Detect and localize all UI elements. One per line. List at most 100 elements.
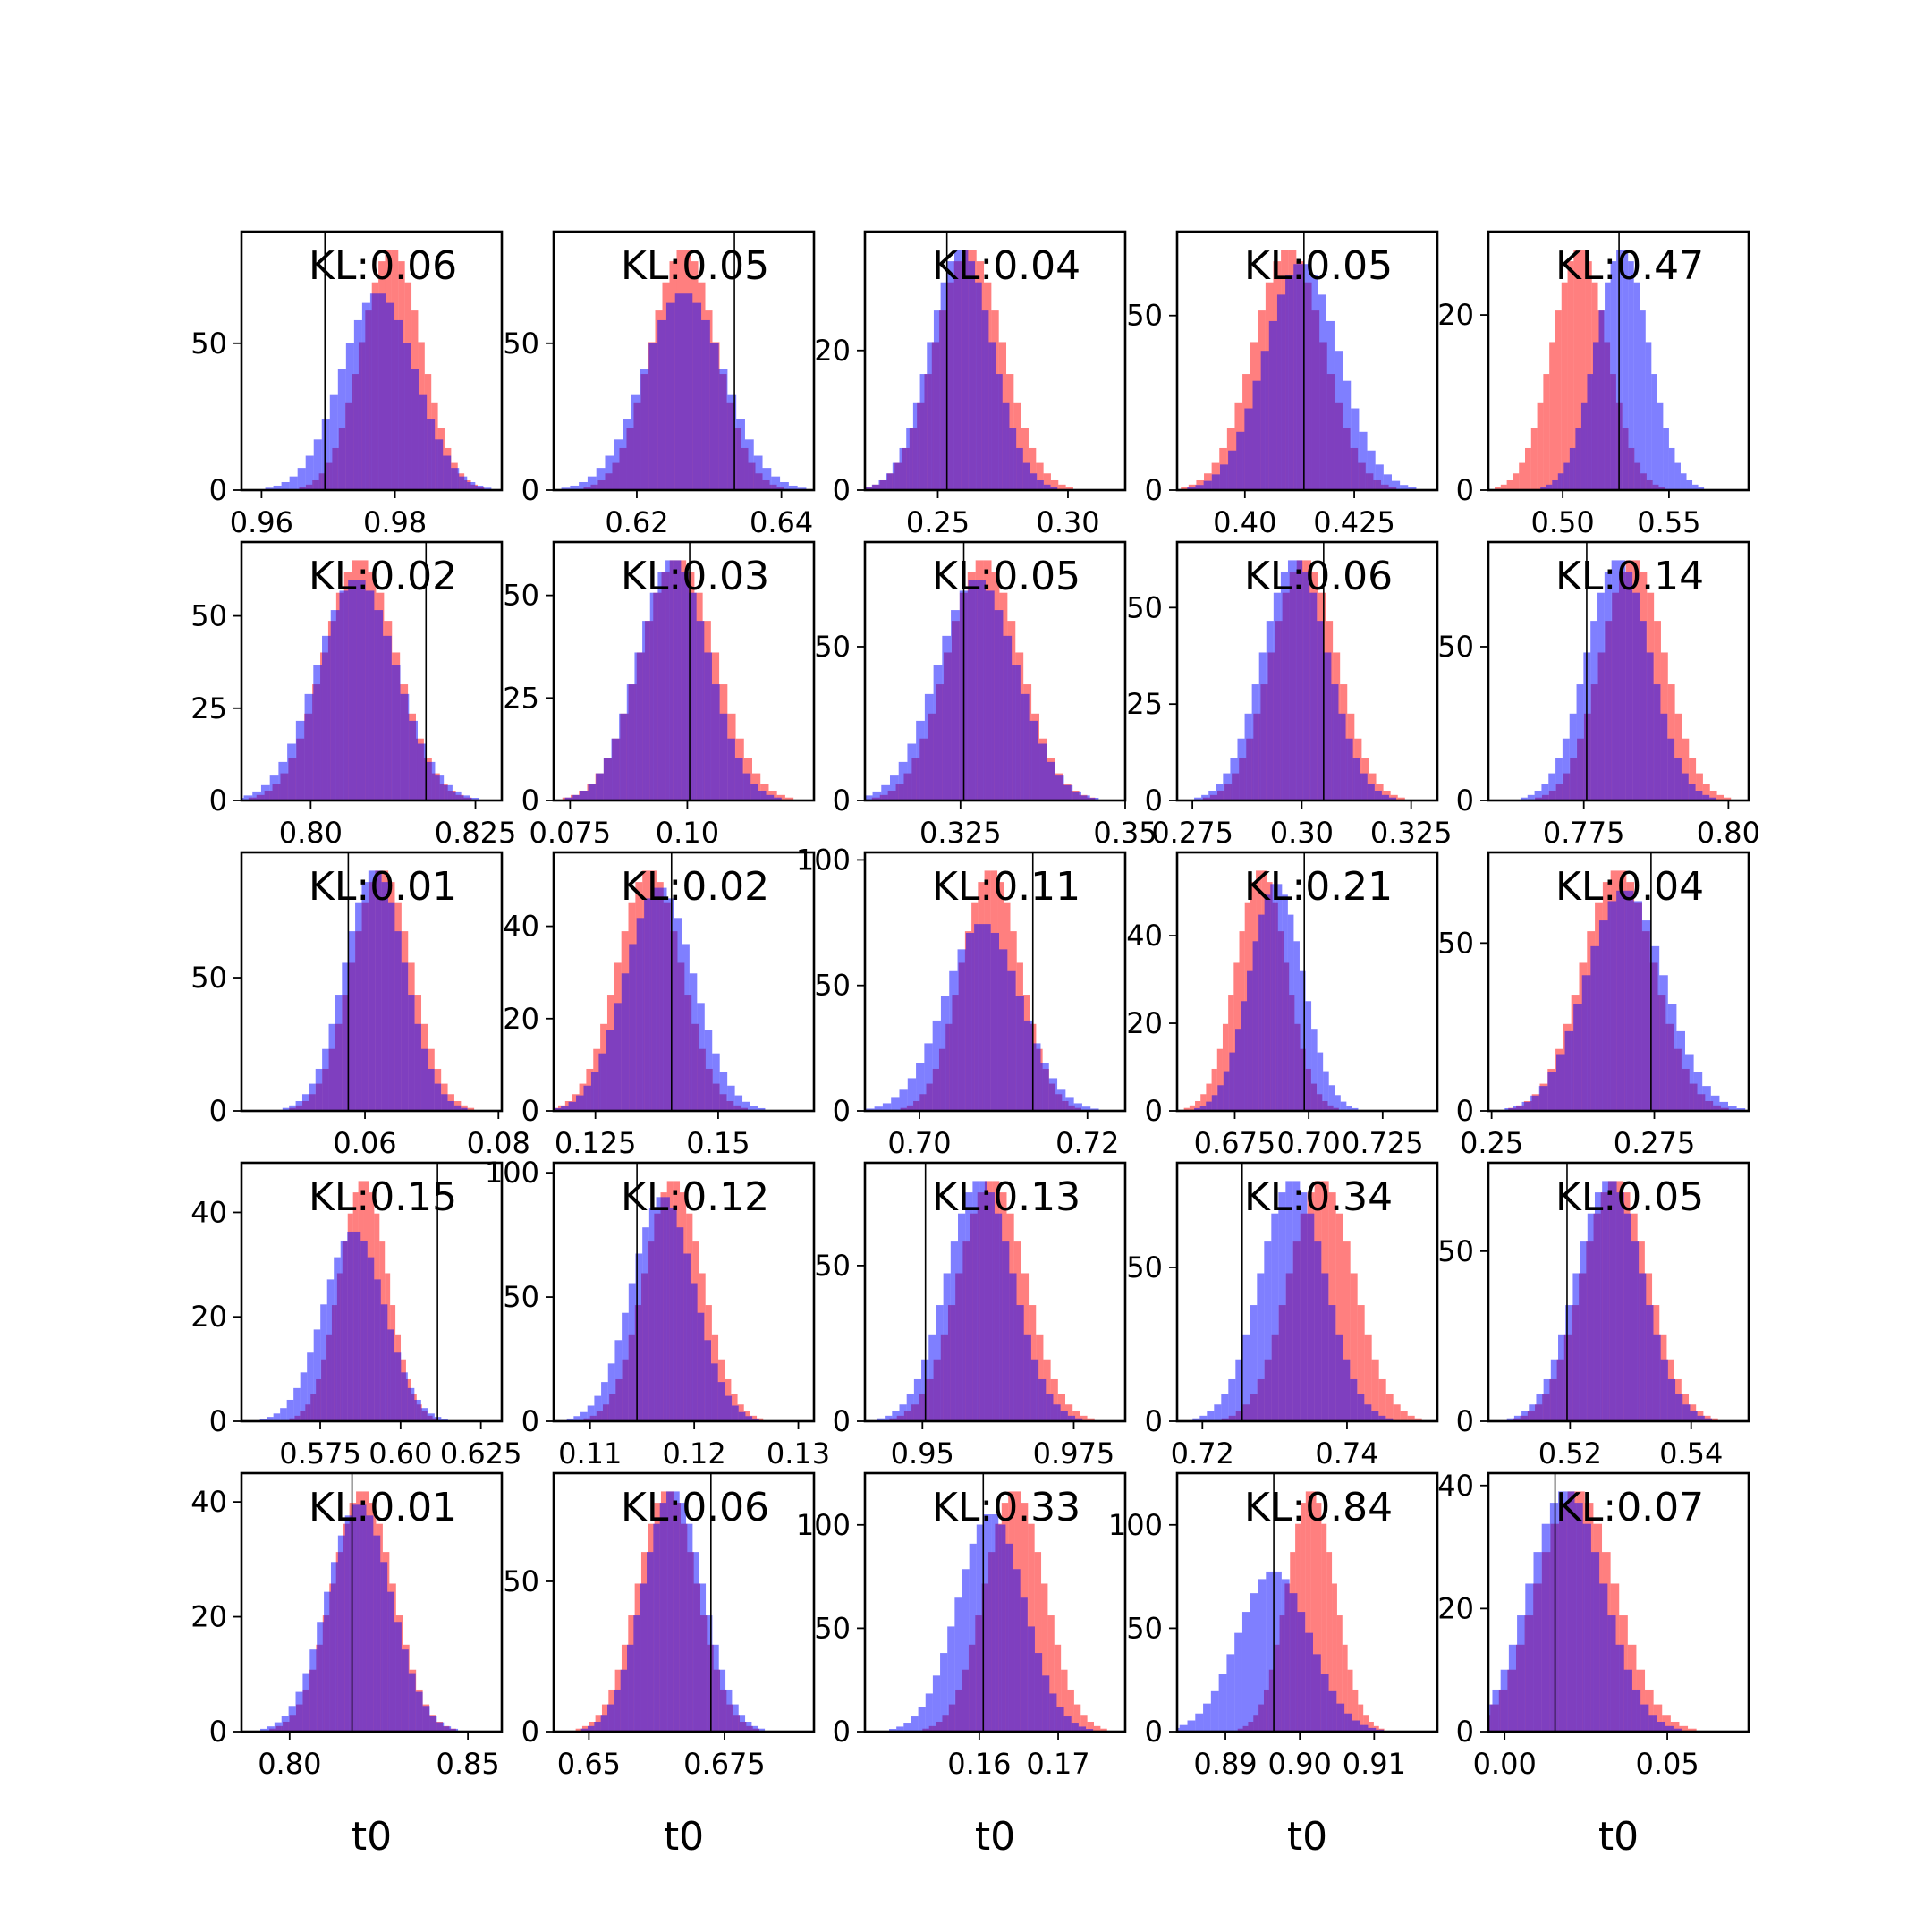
blue-bar	[1631, 1689, 1641, 1732]
kl-divergence-label: KL:0.84	[1244, 1485, 1393, 1530]
blue-bar	[1002, 402, 1010, 490]
blue-bar	[906, 1394, 914, 1421]
histogram-panel-22: 0.65 0.675 0 50 KL:0.06 t0	[503, 1471, 816, 1860]
blue-bar	[1266, 621, 1274, 801]
blue-bar	[649, 592, 658, 801]
blue-bar	[950, 1241, 959, 1421]
red-bar	[1036, 1334, 1044, 1421]
red-bar	[1363, 1715, 1369, 1732]
blue-bar	[561, 487, 571, 490]
blue-bar	[913, 1378, 922, 1421]
blue-bar	[1320, 1674, 1329, 1732]
blue-bar	[994, 1213, 1003, 1421]
y-tick-label: 0	[521, 1404, 539, 1438]
blue-bar	[1357, 1394, 1365, 1421]
blue-bar	[1529, 1404, 1537, 1421]
y-tick-label: 0	[1456, 1094, 1474, 1128]
blue-bar	[738, 1715, 746, 1732]
blue-bar	[328, 1023, 335, 1111]
blue-bar	[1736, 1107, 1746, 1111]
blue-bar	[339, 590, 349, 801]
x-tick-label: 0.00	[1473, 1747, 1537, 1781]
red-bar	[1350, 1273, 1358, 1421]
blue-bar	[1698, 487, 1705, 490]
blue-bar	[724, 1395, 733, 1421]
blue-bar	[260, 784, 270, 801]
y-tick-label: 25	[191, 691, 227, 725]
blue-bar	[1179, 1724, 1188, 1732]
blue-bar	[1289, 1593, 1298, 1732]
blue-bar	[892, 462, 900, 490]
blue-bar	[1009, 428, 1017, 490]
blue-bar	[428, 1413, 435, 1421]
red-bar	[1543, 374, 1550, 490]
blue-bar	[304, 693, 314, 801]
blue-bar	[1042, 1675, 1050, 1732]
blue-bar	[1293, 264, 1302, 490]
blue-bar	[1020, 693, 1030, 801]
blue-bar	[1287, 560, 1296, 801]
y-tick-label: 20	[191, 1600, 227, 1634]
blue-bar	[1590, 1552, 1600, 1732]
blue-bar	[267, 1417, 274, 1421]
y-tick-label: 0	[1456, 1404, 1474, 1438]
blue-bar	[994, 610, 1004, 801]
blue-bar	[752, 1418, 759, 1421]
blue-bar	[1218, 1674, 1227, 1732]
blue-bar	[260, 1728, 267, 1732]
blue-bar	[1208, 790, 1216, 801]
red-bar	[1670, 1721, 1680, 1732]
blue-histogram	[259, 1231, 448, 1421]
blue-bar	[1260, 351, 1269, 490]
x-tick-label: 0.62	[605, 505, 668, 539]
blue-bar	[683, 1253, 691, 1421]
blue-bar	[663, 1197, 670, 1421]
blue-bar	[1234, 1029, 1241, 1111]
panel-frame	[863, 851, 1127, 1113]
blue-bar	[940, 1653, 948, 1732]
y-tick-label: 0	[1456, 784, 1474, 818]
blue-bar	[872, 791, 882, 801]
blue-bar	[903, 1723, 911, 1732]
blue-bar	[1268, 320, 1277, 490]
red-bar	[1043, 1359, 1051, 1421]
blue-bar	[606, 1030, 614, 1111]
x-tick-label: 0.80	[1697, 816, 1760, 850]
blue-bar	[1521, 1101, 1531, 1111]
blue-bar	[1071, 1723, 1079, 1732]
blue-bar	[1657, 402, 1664, 490]
blue-bar	[928, 1334, 936, 1421]
blue-bar	[762, 468, 772, 490]
blue-bar	[1314, 1241, 1322, 1421]
y-tick-label: 50	[1437, 926, 1474, 960]
blue-bar	[1616, 1192, 1624, 1421]
blue-bar	[443, 455, 452, 490]
blue-bar	[422, 1706, 430, 1732]
red-bar	[1573, 250, 1580, 490]
blue-bar	[1692, 484, 1699, 490]
red-bar	[1094, 1725, 1101, 1732]
blue-bar	[727, 394, 737, 490]
blue-bar	[1023, 1334, 1031, 1421]
x-tick-label: 0.80	[279, 816, 343, 850]
blue-bar	[1623, 1213, 1631, 1421]
blue-bar	[475, 485, 484, 490]
blue-bar	[1640, 310, 1646, 490]
blue-bar	[273, 485, 282, 490]
blue-bar	[1016, 447, 1023, 490]
blue-bar	[1693, 1072, 1703, 1111]
blue-bar	[1513, 1106, 1522, 1111]
blue-bar	[1590, 945, 1599, 1111]
x-axis-label: t0	[975, 1814, 1015, 1860]
blue-bar	[1305, 1632, 1313, 1732]
red-bar	[1378, 1378, 1386, 1421]
y-tick-label: 50	[1126, 1250, 1163, 1284]
x-tick-label: 0.60	[369, 1436, 432, 1470]
blue-bar	[653, 1523, 660, 1732]
blue-bar	[1199, 1106, 1207, 1111]
red-bar	[1645, 1689, 1654, 1732]
blue-bar	[644, 898, 652, 1111]
red-bar	[1034, 1552, 1042, 1732]
blue-bar	[1323, 1071, 1329, 1111]
blue-bar	[420, 1408, 428, 1421]
